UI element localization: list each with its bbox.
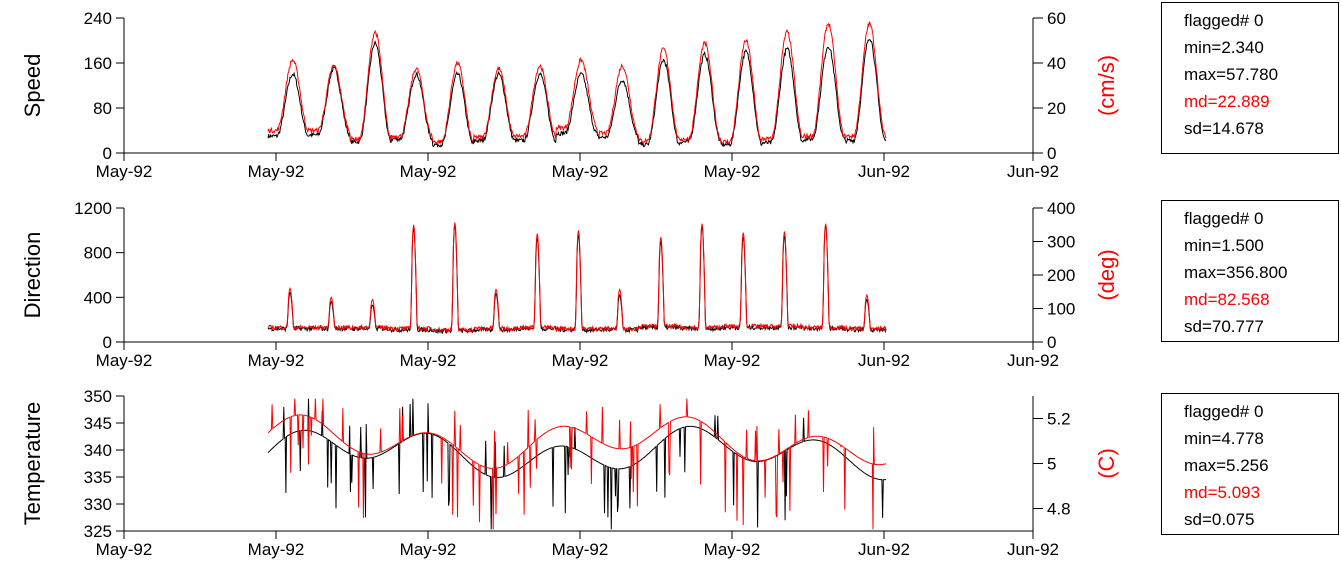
max-value: max=57.780 [1184,65,1279,84]
right-y-tick-label: 5.2 [1047,410,1071,429]
speed-stats-box: flagged# 0 min=2.340 max=57.780 md=22.88… [1161,2,1339,154]
y-tick-label: 240 [84,9,112,28]
min-value: min=1.500 [1184,236,1264,255]
y-tick-label: 340 [84,441,112,460]
temperature-stats-box: flagged# 0 min=4.778 max=5.256 md=5.093 … [1161,393,1339,535]
right-y-tick-label: 4.8 [1047,500,1071,519]
right-y-tick-label: 300 [1047,233,1075,252]
y-axis-label: Temperature [20,402,45,526]
right-y-axis-label: (deg) [1094,249,1119,300]
series-line-red [267,222,887,334]
speed-panel: 0 80 160 240 0 20 40 60 May-92 May-92 May-92 May-92… [20,9,1119,181]
right-y-axis-label: (C) [1094,448,1119,479]
series-line-red [267,21,887,145]
flagged-count: flagged# 0 [1184,209,1264,228]
series-line-red [267,398,887,530]
min-value: min=2.340 [1184,38,1264,57]
right-y-tick-label: 20 [1047,99,1066,118]
x-tick-label: Jun-92 [1007,162,1059,181]
y-axis-label: Speed [20,54,45,118]
x-tick-label: May-92 [552,162,609,181]
right-y-tick-label: 0 [1047,333,1056,352]
x-tick-label: May-92 [552,540,609,559]
y-tick-label: 330 [84,495,112,514]
sd-value: sd=0.075 [1184,510,1255,529]
x-tick-label: May-92 [248,162,305,181]
min-value: min=4.778 [1184,429,1264,448]
right-y-tick-label: 40 [1047,54,1066,73]
x-tick-label: May-92 [552,351,609,370]
mean-direction-value: md=22.889 [1184,92,1270,111]
sd-value: sd=14.678 [1184,119,1264,138]
y-tick-label: 335 [84,468,112,487]
x-tick-label: May-92 [704,540,761,559]
max-value: max=5.256 [1184,456,1269,475]
direction-panel: 0 400 800 1200 0 100 200 300 400 May-92 May-92 May-… [20,199,1119,370]
x-tick-label: May-92 [96,162,153,181]
y-tick-label: 80 [93,99,112,118]
y-tick-label: 800 [84,244,112,263]
flagged-count: flagged# 0 [1184,11,1264,30]
y-tick-label: 400 [84,288,112,307]
y-axis-label: Direction [20,232,45,319]
x-tick-label: May-92 [704,162,761,181]
x-tick-label: Jun-92 [1007,540,1059,559]
x-tick-label: Jun-92 [858,162,910,181]
x-tick-label: May-92 [400,162,457,181]
right-y-tick-label: 400 [1047,199,1075,218]
x-tick-label: May-92 [248,540,305,559]
x-tick-label: May-92 [704,351,761,370]
y-tick-label: 1200 [74,199,112,218]
mean-direction-value: md=5.093 [1184,483,1261,502]
direction-stats-box: flagged# 0 min=1.500 max=356.800 md=82.5… [1161,200,1339,342]
series-line-black [267,398,887,530]
x-tick-label: Jun-92 [858,351,910,370]
right-y-axis-label: (cm/s) [1094,55,1119,116]
y-tick-label: 345 [84,414,112,433]
flagged-count: flagged# 0 [1184,402,1264,421]
right-y-tick-label: 100 [1047,300,1075,319]
mean-direction-value: md=82.568 [1184,290,1270,309]
right-y-tick-label: 5 [1047,455,1056,474]
x-tick-label: May-92 [400,351,457,370]
y-tick-label: 325 [84,522,112,541]
y-tick-label: 0 [103,144,112,163]
x-tick-label: Jun-92 [858,540,910,559]
y-tick-label: 0 [103,333,112,352]
series-line-black [267,38,887,149]
right-y-tick-label: 0 [1047,144,1056,163]
x-tick-label: May-92 [400,540,457,559]
temperature-panel: 325 330 335 340 345 350 4.8 5 5.2 May-92 May-92 May… [20,387,1119,559]
y-tick-label: 160 [84,54,112,73]
x-tick-label: May-92 [248,351,305,370]
y-tick-label: 350 [84,387,112,406]
sd-value: sd=70.777 [1184,317,1264,336]
right-y-tick-label: 200 [1047,266,1075,285]
x-tick-label: Jun-92 [1007,351,1059,370]
max-value: max=356.800 [1184,263,1288,282]
right-y-tick-label: 60 [1047,9,1066,28]
x-tick-label: May-92 [96,540,153,559]
x-tick-label: May-92 [96,351,153,370]
